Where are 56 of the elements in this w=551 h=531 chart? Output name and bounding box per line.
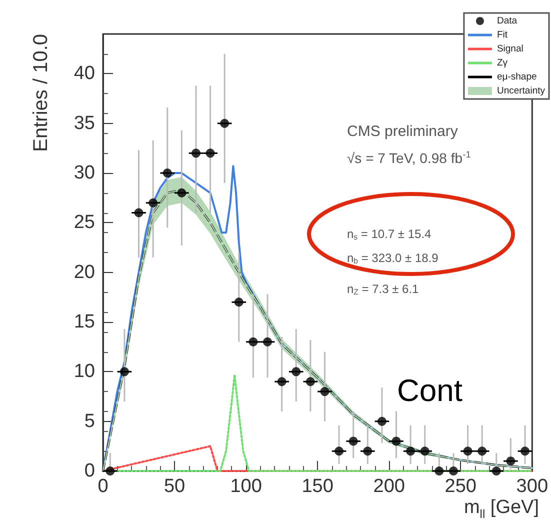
legend-label: Fit — [496, 30, 508, 40]
legend-label: Zγ — [496, 58, 508, 68]
point — [478, 446, 487, 456]
x-tick-label: 50 — [164, 476, 186, 497]
point — [292, 367, 301, 376]
y-axis-title: Entries / 10.0 — [30, 34, 52, 152]
point — [320, 387, 330, 396]
legend-label: Data — [496, 16, 518, 26]
point — [177, 188, 186, 198]
y-tick-label: 20 — [74, 262, 95, 283]
legend-label: eμ-shape — [496, 72, 537, 82]
point — [420, 446, 430, 456]
point — [306, 377, 315, 386]
point — [148, 198, 158, 208]
point — [392, 436, 401, 446]
point — [506, 456, 516, 466]
point — [520, 446, 530, 456]
point — [363, 446, 372, 456]
x-tick-label: 0 — [98, 476, 108, 497]
point — [106, 466, 115, 476]
point — [334, 446, 344, 456]
y-tick-label: 40 — [74, 63, 95, 84]
x-tick-label: 250 — [444, 476, 476, 497]
point — [448, 466, 458, 476]
point — [463, 446, 472, 456]
point — [434, 466, 444, 476]
y-tick-label: 15 — [74, 312, 95, 333]
point — [134, 208, 144, 218]
point — [120, 367, 129, 376]
legend-label: Uncertainty — [496, 86, 546, 96]
y-tick-label: 0 — [84, 460, 95, 482]
annotation: CMS preliminary — [347, 123, 458, 140]
point — [277, 377, 286, 386]
y-tick-label: 10 — [74, 361, 95, 382]
point — [191, 148, 200, 158]
point — [348, 436, 358, 446]
point — [263, 337, 272, 346]
legend-label: Signal — [496, 44, 524, 54]
x-axis-title: m$_{ll}$ [GeV] — [464, 497, 539, 521]
y-tick-label: 25 — [74, 212, 95, 234]
point — [406, 446, 416, 456]
point — [206, 148, 215, 158]
y-tick-label: 5 — [84, 410, 95, 432]
y-tick-label: 35 — [74, 112, 95, 134]
point — [234, 298, 244, 307]
point — [377, 416, 386, 426]
point — [248, 337, 258, 346]
point — [162, 168, 172, 178]
x-tick-label: 200 — [373, 476, 405, 497]
point — [492, 466, 501, 476]
x-tick-label: 100 — [230, 476, 262, 497]
y-tick-label: 30 — [74, 162, 95, 184]
x-tick-label: 300 — [516, 476, 548, 497]
annotation: Cont — [397, 373, 463, 408]
point — [220, 118, 230, 128]
x-tick-label: 150 — [302, 476, 334, 497]
